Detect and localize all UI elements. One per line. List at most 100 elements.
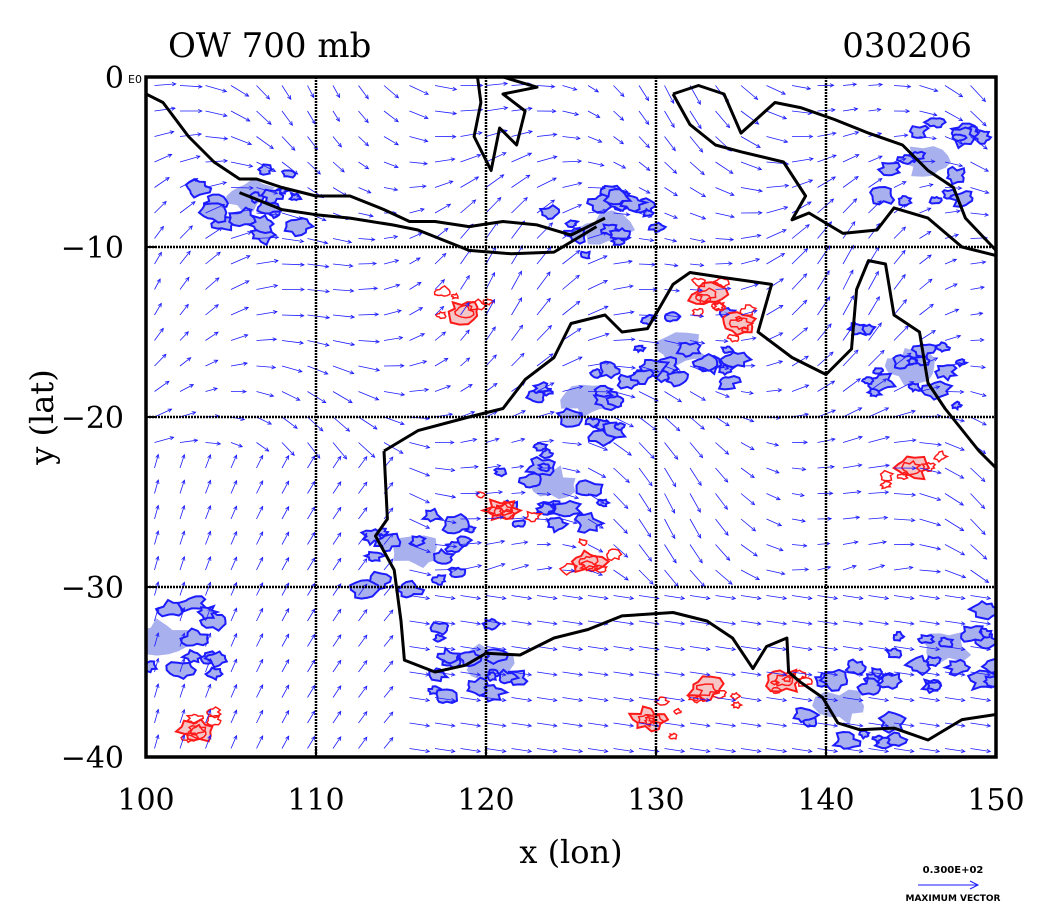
wind-vector-head <box>259 505 264 511</box>
wind-vector <box>791 671 812 676</box>
wind-vector-head <box>858 435 863 440</box>
wind-vector-head <box>701 368 707 373</box>
wind-vector <box>485 152 507 163</box>
wind-vector <box>358 711 368 724</box>
wind-vector-head <box>936 546 942 551</box>
wind-vector <box>409 467 430 477</box>
negative-contour <box>925 680 942 692</box>
wind-vector <box>740 671 761 676</box>
wind-vector <box>587 232 607 239</box>
wind-vector-head <box>389 609 394 615</box>
wind-vector-head <box>952 283 958 288</box>
wind-vector-head <box>673 191 678 197</box>
wind-vector-head <box>856 489 862 495</box>
wind-vector <box>587 110 600 118</box>
wind-vector-head <box>627 235 632 240</box>
wind-vector <box>358 442 375 458</box>
wind-vector-head <box>884 490 890 495</box>
wind-vector-head <box>779 278 785 283</box>
wind-vector-head <box>799 492 805 498</box>
wind-vector-head <box>264 447 270 452</box>
wind-vector <box>740 442 755 451</box>
wind-vector-head <box>986 672 992 677</box>
wind-vector-head <box>233 454 238 460</box>
wind-vector <box>230 480 237 494</box>
wind-vector-head <box>342 454 348 460</box>
wind-vector <box>613 595 634 599</box>
wind-vector-head <box>960 697 966 703</box>
wind-vector-head <box>624 576 629 581</box>
wind-vector-head <box>546 492 552 497</box>
wind-vector <box>485 697 506 701</box>
wind-vector <box>383 442 404 454</box>
wind-vector <box>944 136 963 145</box>
wind-vector <box>817 620 838 625</box>
wind-vector-head <box>521 410 527 415</box>
wind-vector <box>664 238 677 242</box>
wind-vector-head <box>749 446 755 451</box>
wind-vector-head <box>936 569 942 574</box>
wind-vector <box>587 493 605 504</box>
wind-vector-head <box>623 529 628 534</box>
wind-vector <box>766 442 779 446</box>
wind-vector-head <box>700 170 705 176</box>
wind-vector-head <box>156 278 161 284</box>
negative-contour <box>110 630 130 641</box>
wind-vector-head <box>780 571 786 576</box>
wind-vector <box>562 204 582 214</box>
wind-vector-head <box>393 164 399 169</box>
wind-vector <box>434 646 455 650</box>
wind-vector-head <box>671 508 676 514</box>
wind-vector-head <box>731 697 737 703</box>
negative-contour <box>632 344 647 354</box>
wind-vector <box>740 595 761 599</box>
wind-vector <box>740 234 761 239</box>
wind-vector-head <box>347 239 353 244</box>
wind-vector-head <box>680 595 686 601</box>
wind-vector <box>434 279 445 290</box>
wind-vector-head <box>548 465 553 471</box>
x-axis: 100 110 120 130 140 150 <box>117 747 1025 818</box>
wind-vector <box>230 659 237 673</box>
positive-contour <box>434 310 447 320</box>
wind-vector <box>919 110 937 116</box>
wind-vector-head <box>599 524 604 529</box>
wind-vector-head <box>909 621 915 626</box>
wind-vector <box>919 85 938 92</box>
wind-vector <box>944 620 965 625</box>
wind-vector-head <box>758 188 764 193</box>
wind-vector <box>281 532 290 545</box>
wind-vector-head <box>756 697 762 703</box>
wind-vector <box>740 310 758 316</box>
wind-vector-head <box>629 646 635 652</box>
wind-vector-head <box>801 467 807 472</box>
wind-vector <box>919 671 940 676</box>
wind-vector <box>664 391 682 403</box>
wind-vector-head <box>389 736 394 742</box>
wind-vector <box>332 340 355 346</box>
negative-contour <box>564 219 581 228</box>
wind-vector-head <box>446 385 452 389</box>
wind-vector-head <box>311 684 316 690</box>
wind-vector <box>230 684 237 698</box>
negative-contour <box>907 382 922 393</box>
negative-contour <box>283 216 316 238</box>
wind-vector <box>281 416 298 429</box>
wind-vector-head <box>878 82 884 87</box>
wind-vector <box>944 210 961 214</box>
positive-region <box>686 281 730 306</box>
wind-vector <box>893 439 916 443</box>
wind-vector <box>791 467 806 470</box>
wind-vector <box>664 722 685 727</box>
y-tick-label: −30 <box>61 571 124 606</box>
wind-vector-head <box>426 572 432 577</box>
positive-contour <box>692 695 706 704</box>
wind-vector <box>511 671 532 676</box>
wind-vector <box>562 160 582 163</box>
wind-vector-head <box>501 748 507 754</box>
wind-vector <box>409 722 430 727</box>
wind-vector-head <box>601 185 607 191</box>
wind-vector <box>332 634 342 647</box>
wind-vector-head <box>577 356 583 361</box>
wind-vector <box>332 85 340 98</box>
